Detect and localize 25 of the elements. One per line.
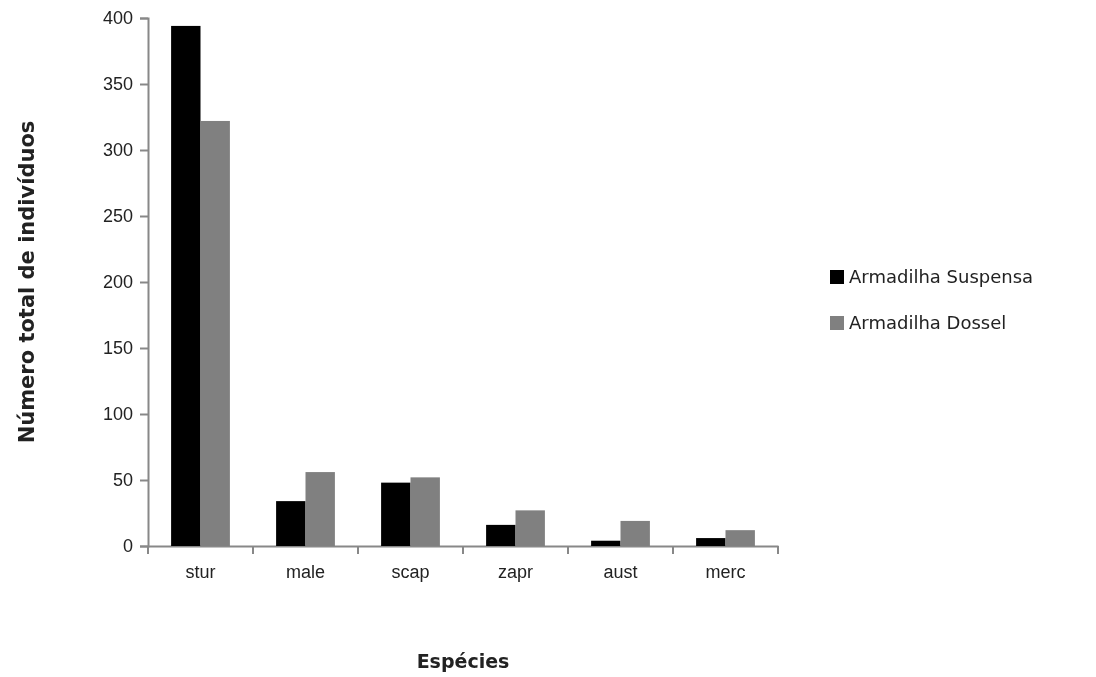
x-axis-title: Espécies	[416, 650, 510, 672]
bar	[591, 540, 621, 546]
x-tick-label: aust	[603, 561, 638, 582]
x-tick-label: zapr	[497, 561, 534, 582]
y-tick-label: 200	[102, 272, 133, 293]
y-tick-label: 150	[102, 338, 133, 359]
bar	[486, 524, 516, 546]
bar	[381, 482, 411, 546]
y-axis-title: Número total de indivíduos	[15, 120, 39, 444]
y-tick-label: 50	[112, 470, 133, 491]
legend-label: Armadilha Suspensa	[849, 266, 1034, 287]
bar	[276, 501, 306, 546]
x-tick-label: scap	[391, 561, 430, 582]
x-tick-label: merc	[705, 561, 746, 582]
y-tick-label: 300	[102, 140, 133, 161]
legend-label: Armadilha Dossel	[849, 312, 1007, 333]
x-tick-label: stur	[185, 561, 216, 582]
y-tick-label: 400	[102, 8, 133, 29]
y-tick-label: 100	[102, 404, 133, 425]
y-tick-label: 350	[102, 74, 133, 95]
y-tick-label: 0	[122, 536, 133, 557]
bar	[696, 538, 726, 546]
y-tick-label: 250	[102, 206, 133, 227]
x-tick-label: male	[285, 561, 326, 582]
bar	[171, 25, 201, 546]
